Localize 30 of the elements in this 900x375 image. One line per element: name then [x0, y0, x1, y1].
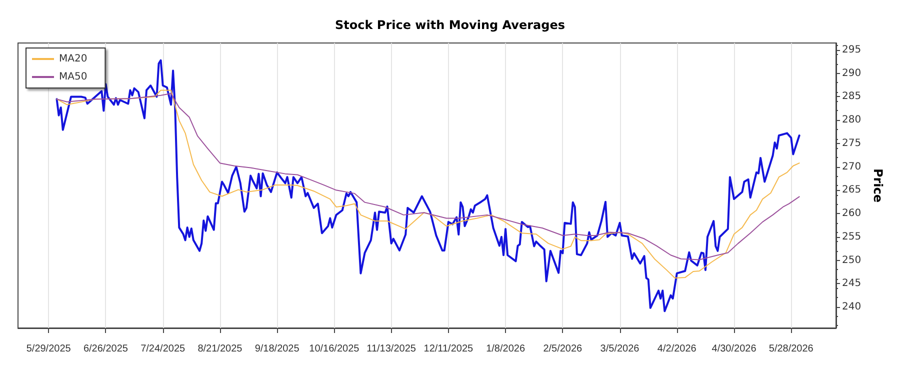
x-tick-label: 1/8/2026 [486, 344, 526, 354]
y-tick-label: 290 [842, 68, 862, 79]
y-tick-label: 250 [842, 254, 862, 266]
x-tick-label: 12/11/2025 [424, 344, 474, 354]
y-tick-label: 245 [842, 278, 862, 290]
y-tick-label: 280 [842, 114, 862, 126]
x-tick-label: 3/5/2026 [600, 344, 640, 354]
y-tick-label: 265 [842, 184, 862, 196]
x-tick-label: 5/29/2025 [26, 344, 72, 354]
x-tick-label: 4/30/2026 [712, 344, 757, 354]
x-tick-label: 11/13/2025 [366, 344, 416, 354]
legend-label: MA20 [59, 54, 88, 64]
y-tick-label: 275 [842, 138, 862, 149]
legend-label: MA50 [59, 72, 88, 82]
y-tick-label: 295 [842, 44, 862, 56]
x-tick-label: 6/26/2025 [83, 344, 128, 354]
x-tick-label: 8/21/2025 [198, 344, 243, 354]
chart-title: Stock Price with Moving Averages [335, 18, 565, 32]
y-tick-label: 260 [842, 208, 862, 220]
x-tick-label: 4/2/2026 [657, 344, 697, 354]
x-tick-label: 10/16/2025 [309, 344, 360, 354]
x-tick-label: 5/28/2026 [768, 344, 814, 354]
y-tick-label: 255 [842, 231, 862, 242]
x-tick-label: 2/5/2026 [543, 344, 583, 354]
y-tick-label: 285 [842, 91, 862, 102]
y-tick-label: 240 [842, 301, 862, 312]
x-tick-label: 9/18/2025 [254, 344, 300, 354]
y-tick-label: 270 [842, 161, 862, 172]
x-tick-label: 7/24/2025 [140, 344, 186, 354]
y-axis-title: Price [871, 168, 885, 203]
